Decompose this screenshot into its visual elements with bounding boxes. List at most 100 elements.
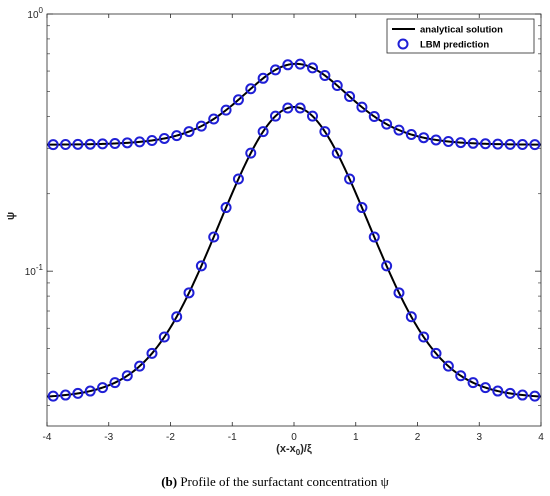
lbm-marker-1 xyxy=(504,138,516,150)
lbm-marker-2 xyxy=(269,110,281,122)
lbm-marker-2 xyxy=(257,126,269,138)
x-tick-label: 3 xyxy=(476,432,482,443)
lbm-marker-1 xyxy=(171,130,183,142)
lbm-marker-2 xyxy=(405,311,417,323)
lbm-marker-1 xyxy=(393,124,405,136)
lbm-marker-1 xyxy=(455,137,467,149)
lbm-marker-1 xyxy=(479,138,491,150)
x-tick-label: -3 xyxy=(104,432,113,443)
lbm-marker-2 xyxy=(146,347,158,359)
lbm-marker-1 xyxy=(245,83,257,95)
lbm-marker-1 xyxy=(47,139,59,151)
lbm-marker-1 xyxy=(430,134,442,146)
lbm-marker-1 xyxy=(418,132,430,144)
lbm-marker-1 xyxy=(529,139,541,151)
lbm-marker-1 xyxy=(232,94,244,106)
analytical-curve-2 xyxy=(46,105,542,398)
y-axis-label: ψ xyxy=(5,212,17,220)
x-axis-label: (x-x0)/ξ xyxy=(276,443,312,457)
lbm-marker-1 xyxy=(195,120,207,132)
lbm-marker-1 xyxy=(146,134,158,146)
lbm-marker-2 xyxy=(47,390,59,402)
lbm-marker-2 xyxy=(84,385,96,397)
lbm-marker-2 xyxy=(294,102,306,114)
lbm-marker-2 xyxy=(220,202,232,214)
lbm-marker-2 xyxy=(208,231,220,243)
lbm-marker-1 xyxy=(492,138,504,150)
lbm-marker-2 xyxy=(245,147,257,159)
x-tick-label: -4 xyxy=(43,432,52,443)
lbm-marker-2 xyxy=(467,377,479,389)
lbm-marker-2 xyxy=(368,231,380,243)
lbm-marker-2 xyxy=(183,287,195,299)
lbm-marker-1 xyxy=(60,139,72,151)
figure-caption: (b) Profile of the surfactant concentrat… xyxy=(0,474,550,490)
x-tick-label: 1 xyxy=(353,432,359,443)
lbm-marker-2 xyxy=(232,173,244,185)
lbm-marker-1 xyxy=(331,80,343,92)
lbm-marker-2 xyxy=(72,387,84,399)
lbm-marker-2 xyxy=(479,382,491,394)
lbm-marker-2 xyxy=(195,260,207,272)
legend: analytical solution LBM prediction xyxy=(386,18,535,54)
lbm-marker-1 xyxy=(381,118,393,130)
lbm-marker-1 xyxy=(319,69,331,81)
legend-marker-lbm xyxy=(397,38,409,50)
lbm-marker-2 xyxy=(307,110,319,122)
legend-label-lbm: LBM prediction xyxy=(420,40,489,51)
lbm-marker-1 xyxy=(282,59,294,71)
lbm-marker-2 xyxy=(418,331,430,343)
lbm-marker-1 xyxy=(84,138,96,150)
lbm-marker-1 xyxy=(405,129,417,141)
lbm-marker-1 xyxy=(269,64,281,76)
chart: -4 -3 -2 -1 0 1 2 3 4 100 10-1 (x-x0)/ξ ψ analytic… xyxy=(5,6,544,457)
y-tick-label: 100 xyxy=(27,6,43,21)
lbm-marker-2 xyxy=(97,382,109,394)
x-tick-label: 0 xyxy=(291,432,297,443)
x-tick-label: 2 xyxy=(415,432,421,443)
lbm-marker-2 xyxy=(356,202,368,214)
lbm-marker-2 xyxy=(442,360,454,372)
lbm-marker-1 xyxy=(121,137,133,149)
lbm-marker-2 xyxy=(282,102,294,114)
plot-area xyxy=(46,13,542,427)
series-lines xyxy=(46,62,542,398)
analytical-curve-1 xyxy=(46,62,542,146)
lbm-marker-2 xyxy=(393,287,405,299)
lbm-marker-1 xyxy=(516,139,528,150)
lbm-marker-1 xyxy=(442,136,454,147)
lbm-marker-1 xyxy=(97,138,109,150)
lbm-marker-1 xyxy=(109,137,121,149)
lbm-marker-1 xyxy=(220,104,232,116)
lbm-marker-2 xyxy=(529,390,541,402)
lbm-marker-2 xyxy=(516,389,528,401)
x-tick-label: -1 xyxy=(228,432,237,443)
axis-ticks: -4 -3 -2 -1 0 1 2 3 4 100 10-1 xyxy=(25,6,544,443)
lbm-marker-1 xyxy=(294,58,306,70)
lbm-marker-1 xyxy=(72,138,84,150)
lbm-marker-1 xyxy=(467,137,479,149)
lbm-marker-1 xyxy=(368,110,380,122)
series-markers xyxy=(47,58,541,402)
axes-box xyxy=(46,13,542,427)
y-tick-label: 10-1 xyxy=(25,263,44,278)
lbm-marker-1 xyxy=(158,132,170,144)
lbm-marker-1 xyxy=(134,136,146,148)
lbm-marker-1 xyxy=(208,113,220,125)
legend-box xyxy=(386,18,535,54)
legend-label-analytical: analytical solution xyxy=(420,25,503,36)
lbm-marker-2 xyxy=(121,370,133,382)
lbm-marker-2 xyxy=(158,331,170,343)
x-tick-label: -2 xyxy=(166,432,175,443)
lbm-marker-1 xyxy=(257,72,269,84)
caption-label: (b) xyxy=(161,474,178,489)
lbm-marker-2 xyxy=(319,126,331,138)
x-tick-label: 4 xyxy=(538,432,544,443)
caption-text: Profile of the surfactant concentration … xyxy=(180,474,389,489)
lbm-marker-2 xyxy=(455,370,467,382)
lbm-marker-2 xyxy=(331,147,343,159)
lbm-marker-1 xyxy=(344,91,356,103)
lbm-marker-1 xyxy=(307,62,319,74)
lbm-marker-2 xyxy=(381,260,393,272)
lbm-marker-1 xyxy=(356,101,368,113)
